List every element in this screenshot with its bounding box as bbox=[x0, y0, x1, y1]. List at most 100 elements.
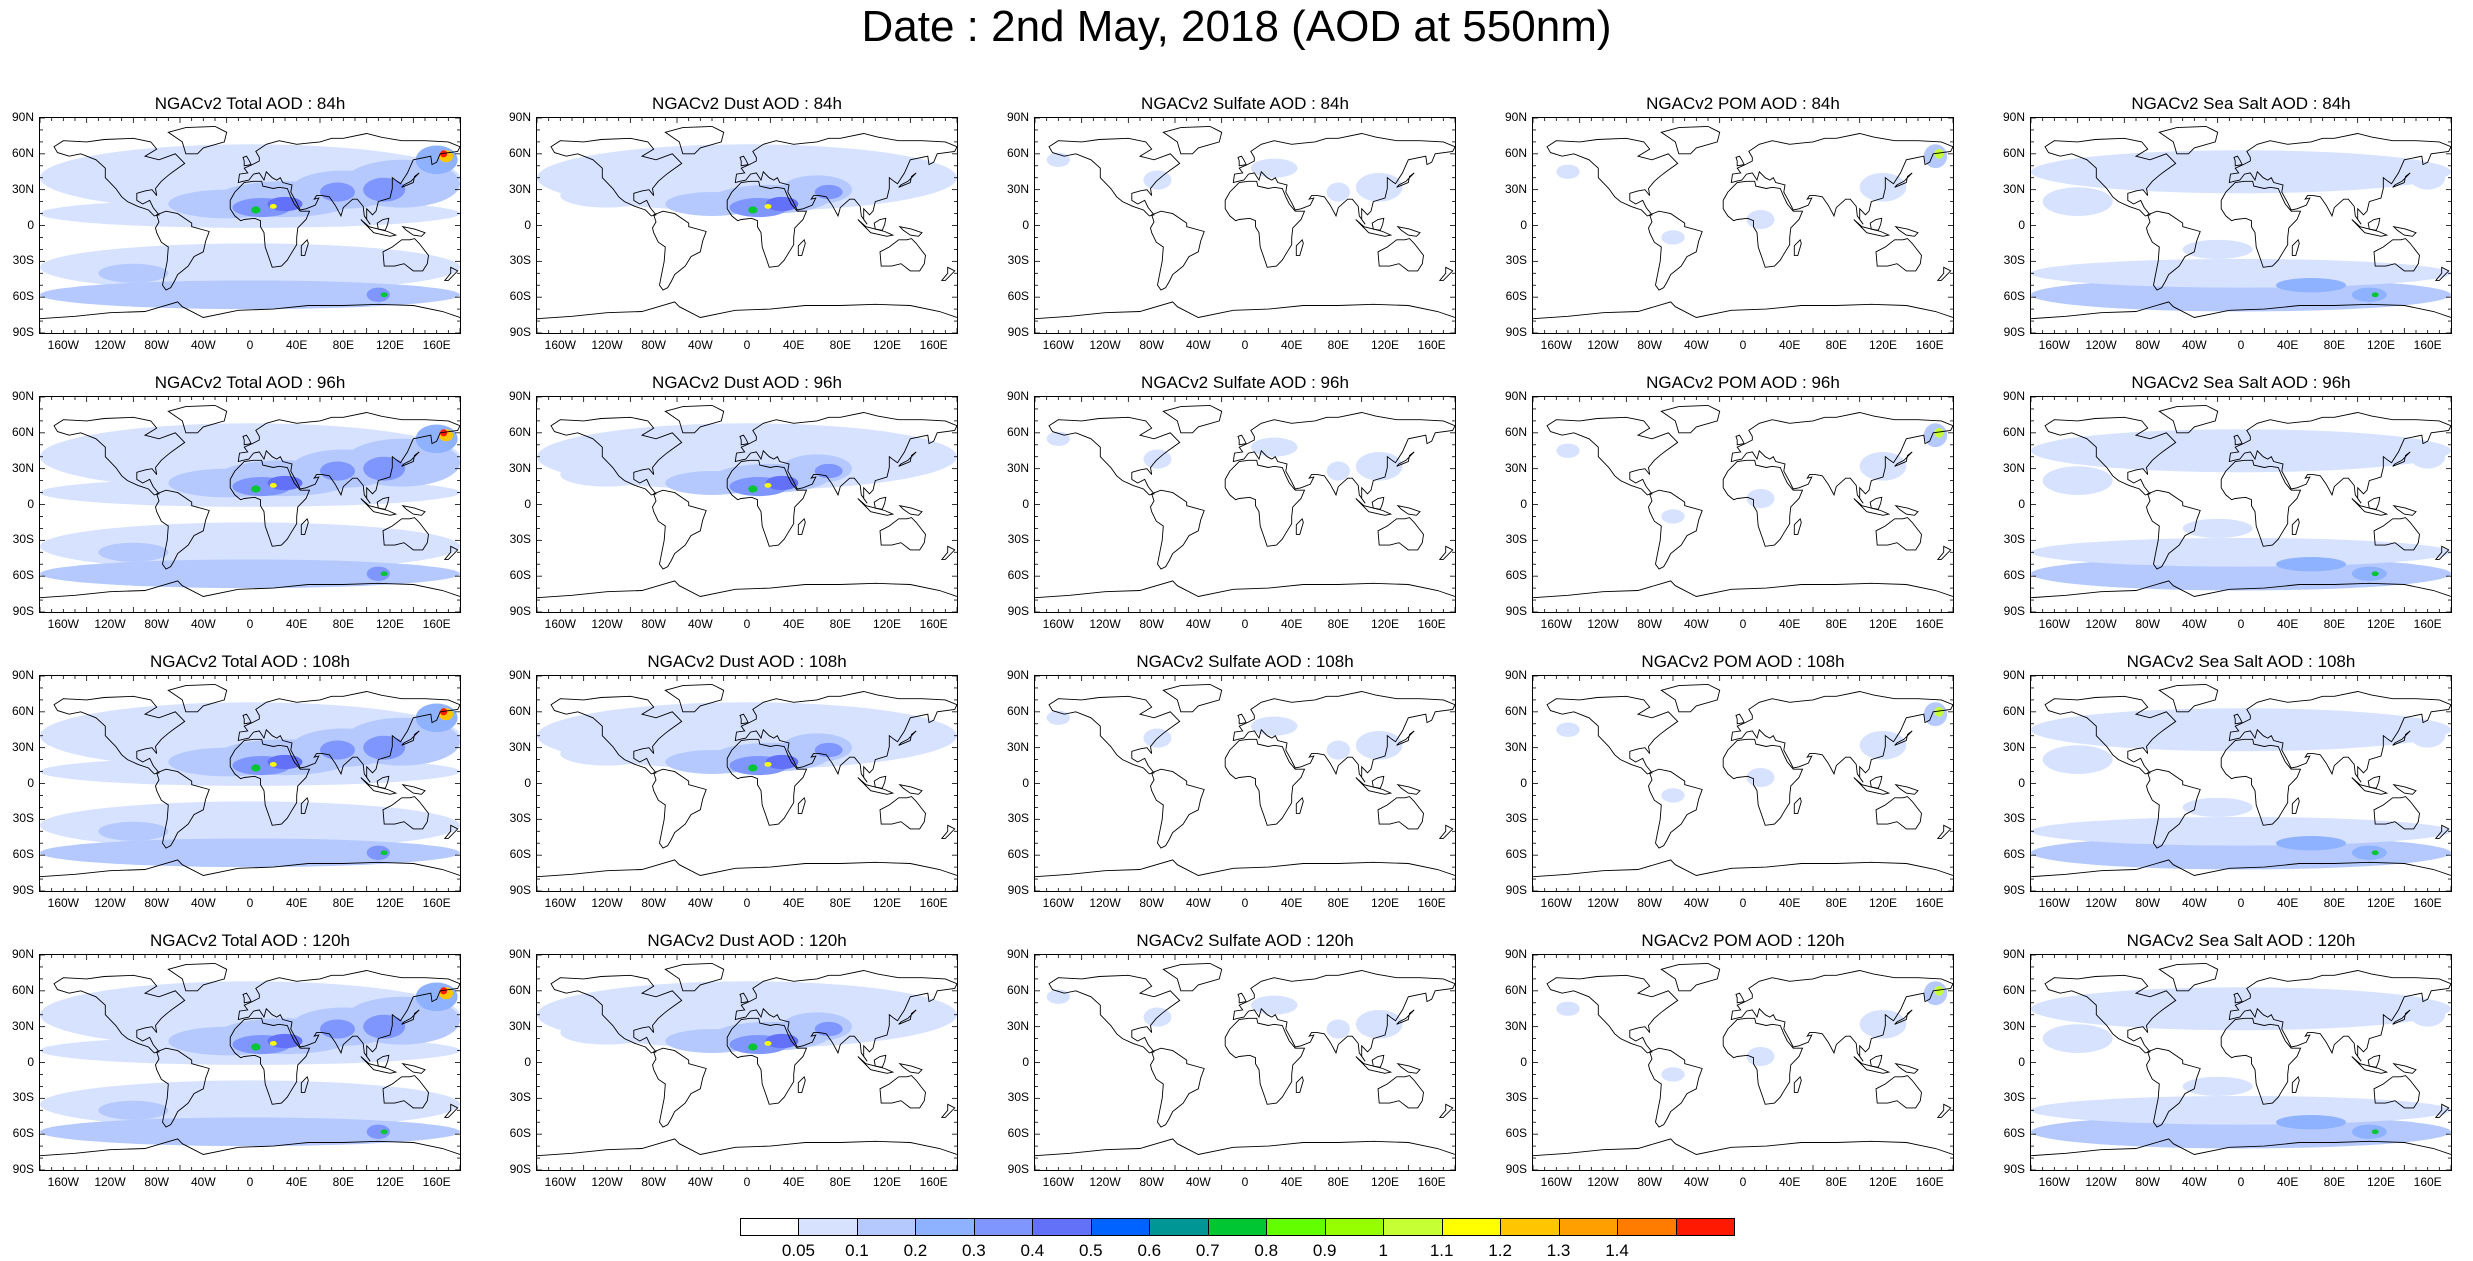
aod-field-patch bbox=[133, 566, 227, 581]
lon-tick-label: 160E bbox=[2413, 338, 2442, 352]
lon-tick-label: 120W bbox=[591, 896, 623, 910]
colorbar-tick-label: 1.2 bbox=[1488, 1241, 1512, 1260]
coastline-new-zealand bbox=[2434, 1103, 2450, 1118]
panel-title: NGACv2 Sea Salt AOD : 120h bbox=[2126, 931, 2356, 950]
coastline-north-america bbox=[550, 695, 683, 775]
coastline-borneo bbox=[873, 496, 887, 510]
lat-tick-label: 0 bbox=[1022, 775, 1029, 790]
aod-field-patch bbox=[269, 762, 277, 767]
coastline-eurasia bbox=[1730, 691, 1953, 783]
lat-tick-label: 90S bbox=[1505, 604, 1527, 618]
aod-field-patch bbox=[1859, 1009, 1907, 1039]
aod-field-patch bbox=[1661, 230, 1685, 245]
lon-tick-label: 40E bbox=[2276, 896, 2299, 910]
lon-tick-label: 40E bbox=[1778, 1175, 1801, 1189]
lat-tick-label: 90S bbox=[1007, 1162, 1029, 1176]
coastline-africa bbox=[1224, 459, 1306, 547]
lon-tick-label: 160E bbox=[1915, 896, 1944, 910]
lon-tick-label: 40W bbox=[687, 896, 713, 910]
map-area bbox=[2030, 396, 2452, 613]
coastline-eurasia bbox=[734, 691, 957, 783]
coastline-greenland bbox=[167, 962, 228, 992]
lon-tick-label: 120E bbox=[375, 896, 405, 910]
lon-tick-label: 80E bbox=[1825, 617, 1847, 631]
lat-tick-label: 90S bbox=[1505, 1162, 1527, 1176]
lat-tick-label: 90S bbox=[1505, 325, 1527, 339]
colorbar-swatch bbox=[1675, 1218, 1735, 1236]
coastline-madagascar bbox=[300, 517, 309, 535]
lat-tick-label: 60N bbox=[2002, 424, 2025, 439]
aod-field-patch bbox=[363, 1014, 406, 1039]
lon-tick-label: 40W bbox=[687, 617, 713, 631]
coastline-antarctica bbox=[1533, 859, 1953, 878]
coastline-antarctica bbox=[40, 1138, 460, 1157]
coastline-north-america bbox=[1048, 416, 1181, 496]
lon-tick-label: 120E bbox=[2366, 896, 2396, 910]
coastline-new-guinea bbox=[401, 783, 426, 795]
aod-map bbox=[1035, 676, 1455, 891]
aod-field-patch bbox=[380, 571, 388, 577]
lon-tick-label: 0 bbox=[1241, 1175, 1249, 1189]
lat-tick-label: 90N bbox=[11, 947, 34, 961]
coastline-borneo bbox=[2367, 775, 2381, 789]
lon-tick-label: 120E bbox=[375, 338, 405, 352]
lat-tick-label: 30S bbox=[1505, 532, 1527, 547]
lat-tick-label: 90S bbox=[509, 604, 531, 618]
lon-tick-label: 120E bbox=[872, 338, 902, 352]
coastline-antarctica bbox=[1533, 1138, 1953, 1157]
lon-tick-label: 40E bbox=[2276, 617, 2299, 631]
lon-tick-label: 80W bbox=[1637, 896, 1662, 910]
lon-tick-label: 120W bbox=[591, 338, 623, 352]
lat-tick-label: 30N bbox=[2002, 460, 2025, 475]
lon-tick-label: 0 bbox=[743, 1175, 751, 1189]
aod-field-patch bbox=[98, 1100, 169, 1120]
coastline-madagascar bbox=[300, 796, 309, 814]
panel-title: NGACv2 POM AOD : 108h bbox=[1641, 652, 1845, 671]
lon-tick-label: 120W bbox=[1587, 338, 1619, 352]
lon-tick-label: 120E bbox=[872, 1175, 902, 1189]
aod-field-patch bbox=[1859, 172, 1907, 202]
coastline-british-isles bbox=[2233, 992, 2243, 1004]
lon-tick-label: 40W bbox=[2181, 338, 2207, 352]
aod-field-patch bbox=[40, 280, 460, 310]
coastline-borneo bbox=[376, 1054, 390, 1068]
coastline-british-isles bbox=[1735, 713, 1745, 725]
lon-tick-label: 0 bbox=[246, 1175, 254, 1189]
lat-tick-label: 90N bbox=[1006, 668, 1029, 682]
aod-field-patch bbox=[2371, 850, 2379, 856]
aod-field-patch bbox=[380, 850, 388, 856]
aod-field-patch bbox=[1355, 1009, 1403, 1039]
lat-tick-label: 90N bbox=[1006, 947, 1029, 961]
lat-tick-label: 90S bbox=[2003, 1162, 2025, 1176]
coastline-eurasia bbox=[2228, 412, 2451, 504]
coastline-borneo bbox=[2367, 217, 2381, 231]
coastline-eurasia bbox=[237, 133, 460, 225]
lon-tick-label: 0 bbox=[1739, 896, 1747, 910]
coastline-new-zealand bbox=[1936, 266, 1952, 281]
aod-field-patch bbox=[2182, 1076, 2253, 1096]
coastline-antarctica bbox=[2031, 580, 2451, 599]
lon-tick-label: 160W bbox=[47, 896, 79, 910]
lat-tick-label: 90N bbox=[508, 389, 531, 403]
aod-map bbox=[2031, 397, 2451, 612]
map-area bbox=[1532, 396, 1954, 613]
lon-tick-label: 160E bbox=[919, 338, 948, 352]
aod-field-patch bbox=[2031, 278, 2451, 312]
lat-tick-label: 30N bbox=[11, 460, 34, 475]
lon-tick-label: 160W bbox=[1042, 617, 1074, 631]
colorbar-tick-label: 0.1 bbox=[845, 1241, 869, 1260]
lat-tick-label: 60S bbox=[1505, 1126, 1527, 1141]
coastline-madagascar bbox=[1793, 796, 1802, 814]
lon-tick-label: 80W bbox=[2135, 338, 2160, 352]
coastline-new-guinea bbox=[898, 1062, 923, 1074]
colorbar-tick-label: 0.2 bbox=[903, 1241, 928, 1260]
coastline-africa bbox=[1722, 459, 1804, 547]
panel-title: NGACv2 POM AOD : 120h bbox=[1641, 931, 1845, 950]
coastline-africa bbox=[1224, 1017, 1306, 1105]
lat-tick-label: 90S bbox=[12, 604, 34, 618]
aod-field-patch bbox=[2031, 1115, 2451, 1149]
coastline-new-zealand bbox=[2434, 266, 2450, 281]
lon-tick-label: 40E bbox=[1778, 896, 1801, 910]
coastline-british-isles bbox=[242, 992, 252, 1004]
aod-field-patch bbox=[320, 1019, 355, 1039]
